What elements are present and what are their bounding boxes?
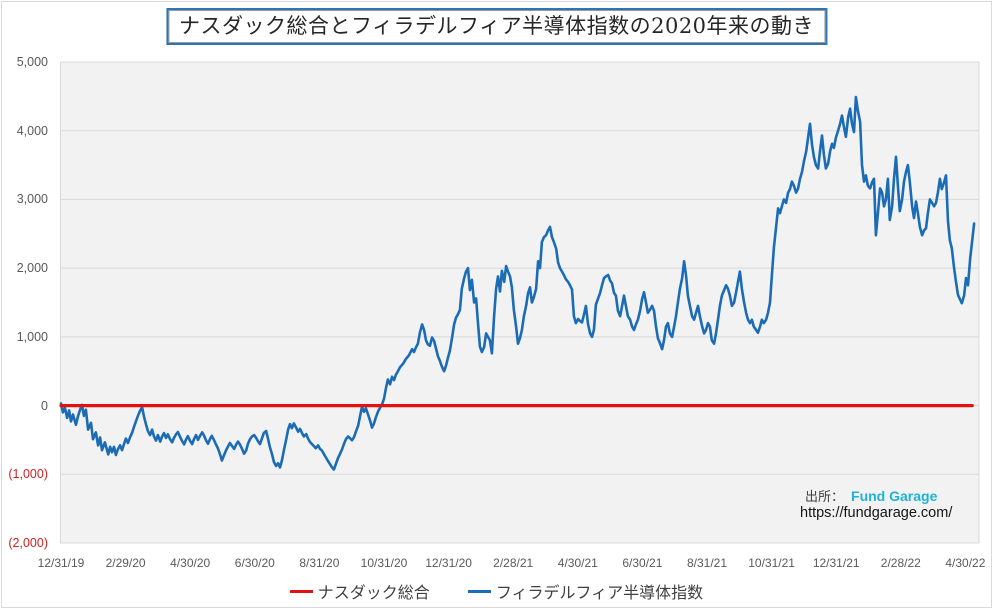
x-tick-label: 8/31/20 [299, 556, 340, 570]
y-tick-label: 5,000 [16, 55, 48, 69]
x-tick-label: 6/30/20 [234, 556, 275, 570]
x-tick-label: 10/31/21 [748, 556, 795, 570]
x-tick-label: 12/31/19 [37, 556, 85, 570]
x-tick-label: 2/28/22 [880, 556, 921, 570]
x-tick-label: 2/29/20 [105, 556, 146, 570]
source-line: 出所： Fund Garage [805, 486, 937, 505]
x-tick-label: 4/30/21 [557, 556, 598, 570]
legend-item-sox: フィラデルフィア半導体指数 [467, 579, 704, 603]
chart-title: ナスダック総合とフィラデルフィア半導体指数の2020年来の動き [167, 10, 826, 43]
y-tick-label: 1,000 [16, 329, 48, 344]
x-tick-label: 4/30/22 [945, 556, 986, 570]
x-tick-label: 4/30/20 [170, 556, 211, 570]
y-tick-label: (2,000) [8, 536, 48, 550]
x-tick-label: 6/30/21 [622, 556, 663, 570]
y-tick-label: 4,000 [16, 123, 48, 138]
x-tick-label: 10/31/20 [360, 556, 408, 570]
series-line-sox [59, 95, 976, 471]
chart-title-box: ナスダック総合とフィラデルフィア半導体指数の2020年来の動き [165, 8, 828, 45]
y-tick-label: (1,000) [8, 467, 48, 482]
source-url: https://fundgarage.com/ [800, 505, 953, 521]
y-tick-label: 3,000 [16, 192, 48, 207]
source-name: Fund Garage [851, 488, 938, 504]
legend-item-nasdaq: ナスダック総合 [289, 579, 430, 603]
x-tick-label: 2/28/21 [493, 556, 534, 570]
legend-label-sox: フィラデルフィア半導体指数 [495, 583, 704, 602]
source-prefix: 出所： [805, 489, 845, 504]
legend-label-nasdaq: ナスダック総合 [317, 583, 430, 602]
x-tick-label: 12/31/21 [812, 556, 860, 570]
plot-area [60, 62, 979, 543]
legend: ナスダック総合 フィラデルフィア半導体指数 [0, 579, 993, 603]
y-tick-label: 2,000 [16, 261, 48, 276]
y-tick-label: 0 [41, 398, 48, 413]
x-tick-label: 12/31/20 [425, 556, 472, 570]
sox-line-swatch [467, 589, 491, 593]
nasdaq-line-swatch [289, 589, 313, 593]
x-tick-label: 8/31/21 [686, 556, 728, 570]
